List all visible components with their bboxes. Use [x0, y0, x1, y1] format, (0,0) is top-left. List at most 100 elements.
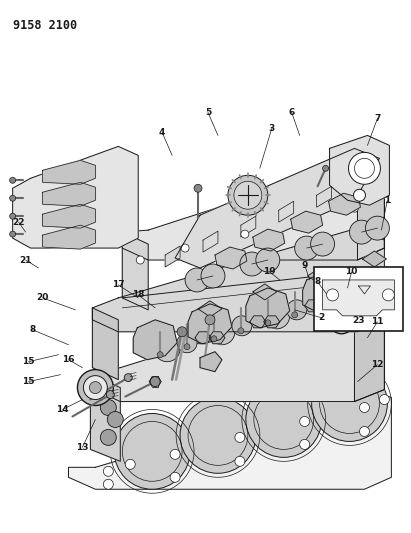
Circle shape [194, 184, 202, 192]
Polygon shape [305, 300, 321, 312]
Circle shape [379, 394, 389, 405]
Circle shape [238, 328, 244, 334]
Circle shape [201, 264, 225, 288]
Circle shape [323, 165, 328, 171]
Circle shape [300, 439, 309, 449]
Circle shape [241, 230, 249, 238]
Circle shape [124, 374, 132, 382]
Circle shape [346, 296, 351, 302]
Polygon shape [253, 229, 285, 251]
Polygon shape [43, 182, 95, 206]
Circle shape [184, 344, 190, 350]
Text: 22: 22 [12, 217, 25, 227]
Polygon shape [165, 246, 180, 267]
Polygon shape [241, 216, 256, 237]
Circle shape [265, 320, 271, 326]
Text: 11: 11 [371, 317, 383, 326]
Polygon shape [319, 300, 335, 312]
Text: 12: 12 [371, 360, 383, 369]
Circle shape [125, 459, 135, 470]
Polygon shape [92, 308, 118, 379]
Circle shape [100, 430, 116, 446]
Circle shape [10, 213, 16, 219]
Circle shape [264, 303, 290, 329]
Text: 3: 3 [269, 124, 275, 133]
Circle shape [353, 189, 365, 201]
Polygon shape [90, 375, 120, 462]
Polygon shape [13, 147, 138, 248]
Circle shape [170, 449, 180, 459]
Polygon shape [330, 135, 389, 205]
Circle shape [382, 289, 395, 301]
Circle shape [177, 333, 197, 353]
Text: 2: 2 [319, 313, 325, 322]
Polygon shape [195, 332, 211, 344]
Circle shape [150, 377, 160, 386]
FancyBboxPatch shape [314, 267, 403, 331]
Text: 4: 4 [159, 128, 165, 137]
Polygon shape [279, 201, 294, 222]
Text: 17: 17 [112, 280, 125, 289]
Text: 6: 6 [289, 108, 295, 117]
Polygon shape [43, 160, 95, 184]
Polygon shape [43, 225, 95, 249]
Text: 18: 18 [132, 290, 145, 300]
Circle shape [100, 400, 116, 416]
Text: 10: 10 [345, 268, 358, 277]
Polygon shape [323, 280, 395, 316]
Circle shape [77, 370, 113, 406]
Circle shape [177, 327, 187, 337]
Polygon shape [133, 320, 177, 360]
Circle shape [365, 216, 389, 240]
Circle shape [228, 175, 268, 215]
Circle shape [360, 402, 369, 413]
Circle shape [114, 414, 190, 489]
Text: 15: 15 [22, 357, 35, 366]
Text: 5: 5 [205, 108, 211, 117]
Circle shape [170, 472, 180, 482]
Polygon shape [291, 211, 323, 233]
Circle shape [360, 426, 369, 437]
Polygon shape [250, 316, 266, 328]
Circle shape [246, 382, 321, 457]
Polygon shape [355, 310, 384, 401]
Polygon shape [188, 304, 232, 344]
Text: 16: 16 [62, 355, 75, 364]
Polygon shape [200, 352, 222, 372]
Circle shape [319, 304, 325, 310]
Text: 14: 14 [56, 405, 69, 414]
Circle shape [136, 256, 144, 264]
Circle shape [334, 314, 349, 330]
Polygon shape [358, 163, 384, 260]
Polygon shape [198, 301, 222, 317]
Circle shape [300, 416, 309, 426]
Polygon shape [316, 186, 332, 207]
Polygon shape [246, 288, 290, 328]
Circle shape [211, 336, 217, 342]
Circle shape [327, 289, 339, 301]
Text: 8: 8 [30, 325, 36, 334]
Text: 8: 8 [314, 278, 321, 286]
Text: 21: 21 [19, 255, 32, 264]
Circle shape [256, 248, 280, 272]
Circle shape [107, 411, 123, 427]
Circle shape [349, 220, 374, 244]
Circle shape [10, 195, 16, 201]
Text: 1: 1 [384, 196, 390, 205]
Circle shape [103, 466, 113, 477]
Circle shape [295, 236, 319, 260]
Circle shape [10, 231, 16, 237]
Circle shape [240, 252, 264, 276]
Circle shape [154, 336, 180, 362]
Polygon shape [122, 163, 384, 260]
Circle shape [10, 177, 16, 183]
Circle shape [311, 232, 335, 256]
Polygon shape [253, 284, 277, 300]
Text: 15: 15 [22, 377, 35, 386]
Circle shape [209, 319, 235, 345]
Polygon shape [203, 231, 218, 252]
Circle shape [349, 152, 381, 184]
Text: 23: 23 [352, 316, 365, 325]
Text: 19: 19 [263, 268, 276, 277]
Circle shape [103, 479, 113, 489]
